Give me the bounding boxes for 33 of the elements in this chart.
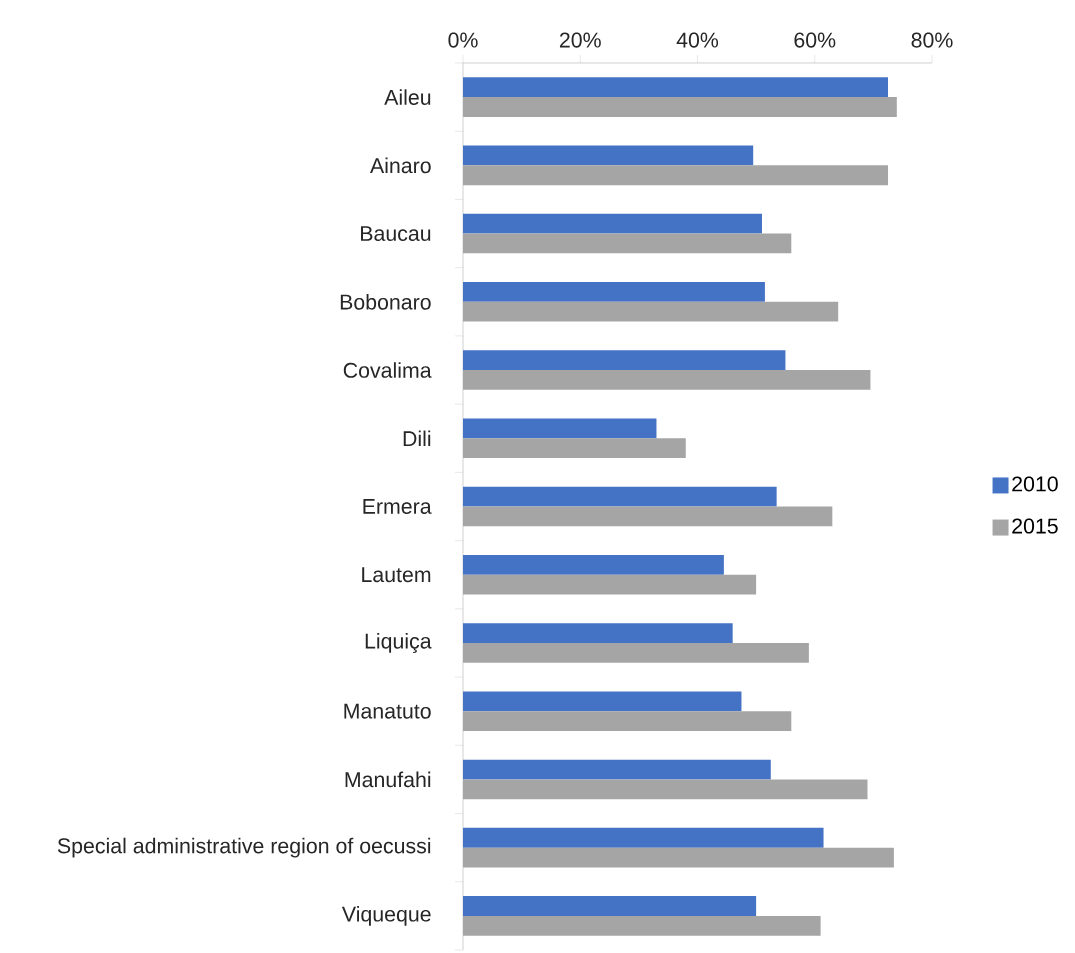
y-tick-label: Manatuto [344,703,431,719]
x-tick-label: 80% [911,32,953,48]
y-tick-label: Lautem [362,567,431,583]
bar [463,486,777,507]
x-tick-label: 20% [559,32,601,48]
bar [463,827,824,848]
y-tick-label: Covalima [343,362,432,378]
bar [463,213,762,234]
bar [463,282,765,302]
y-tick-label: Bobonaro [340,293,431,310]
legend-label: 2010 [1012,476,1058,492]
bar [463,623,733,643]
y-tick-label: Viqueque [341,905,431,926]
y-tick-label: Special administrative region of oecussi [57,837,431,858]
y-tick-label: Baucau [361,226,431,242]
bar [463,77,889,98]
bar [463,145,754,166]
y-tick-label: Manufahi [345,771,431,788]
x-tick-label: 0% [448,32,478,48]
x-tick-label: 60% [794,32,836,48]
bar [463,759,771,780]
bar [463,896,757,916]
y-tick-label: Liquiça [365,632,432,653]
y-tick-label: Dili [403,430,431,446]
y-tick-label: Ainaro [370,157,431,174]
bar [463,691,742,712]
legend-label: 2015 [1012,518,1058,534]
bar [463,350,786,371]
y-tick-label: Ermera [363,499,432,514]
bar [463,554,724,575]
x-tick-label: 40% [676,32,719,48]
y-tick-label: Aileu [384,89,431,105]
bar [463,418,657,439]
